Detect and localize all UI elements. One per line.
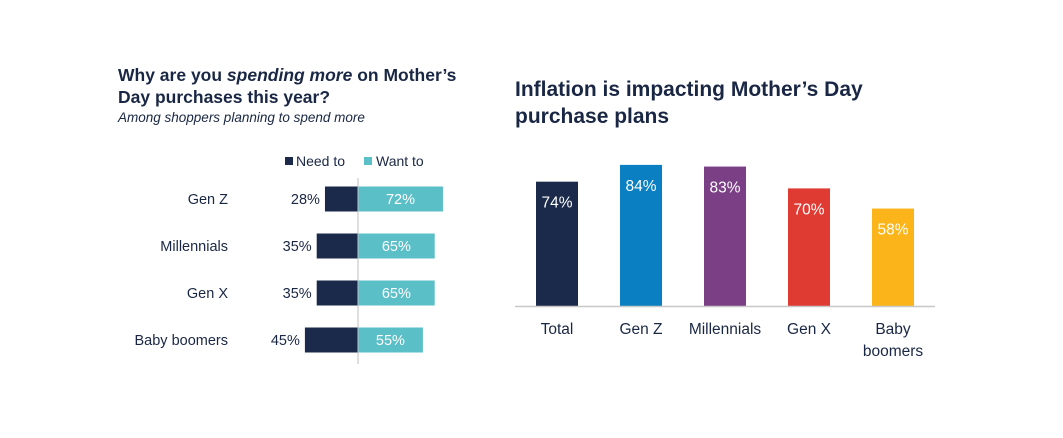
bar-total	[536, 181, 578, 306]
data-label-millennials: 83%	[709, 180, 740, 197]
category-label-baby-boomers: Baby	[875, 321, 911, 338]
bar-gen-x	[788, 188, 830, 306]
bar-want-baby-boomers	[358, 327, 423, 353]
bar-want-millennials	[358, 233, 435, 259]
data-label-want-gen-x: 65%	[382, 286, 411, 302]
bar-need-gen-z	[324, 186, 358, 212]
left-chart-subtitle: Among shoppers planning to spend more	[118, 110, 365, 125]
legend-swatch-need	[285, 157, 293, 165]
category-label-gen-x: Gen X	[187, 286, 228, 302]
right-chart-title: Inflation is impacting Mother’s Day purc…	[515, 78, 863, 128]
category-label-gen-x: Gen X	[787, 321, 832, 338]
left-title-part: on Mother’s Day purchases this year?	[118, 65, 457, 107]
bar-need-baby-boomers	[304, 327, 358, 353]
data-label-total: 74%	[541, 195, 572, 212]
data-label-baby-boomers: 58%	[877, 222, 908, 239]
data-label-gen-z: 84%	[625, 178, 656, 195]
data-label-need-millennials: 35%	[283, 239, 312, 255]
left-title-part: Why are you	[118, 65, 227, 85]
category-label-gen-z: Gen Z	[188, 192, 228, 208]
data-label-need-baby-boomers: 45%	[271, 333, 300, 349]
bar-want-gen-x	[358, 280, 435, 306]
bar-gen-z	[620, 164, 662, 306]
legend-label-need: Need to	[296, 153, 345, 169]
bar-want-gen-z	[358, 186, 443, 212]
data-label-want-baby-boomers: 55%	[376, 333, 405, 349]
category-label-baby-boomers: boomers	[863, 343, 924, 360]
left-title-emphasis: spending more	[226, 65, 353, 85]
category-label-total: Total	[541, 321, 574, 338]
left-chart-title: Why are you spending more on Mother’s Da…	[118, 64, 478, 108]
data-label-need-gen-x: 35%	[283, 286, 312, 302]
category-label-gen-z: Gen Z	[619, 321, 662, 338]
left-chart: Need to Want to Gen Z 28% 72% Millennials 35% 6…	[135, 153, 443, 364]
bar-need-gen-x	[316, 280, 358, 306]
category-label-millennials: Millennials	[689, 321, 762, 338]
bar-millennials	[704, 166, 746, 306]
category-label-baby-boomers: Baby boomers	[135, 333, 229, 349]
category-label-millennials: Millennials	[160, 239, 228, 255]
legend-swatch-want	[364, 157, 372, 165]
legend-label-want: Want to	[376, 153, 424, 169]
data-label-need-gen-z: 28%	[291, 192, 320, 208]
bar-need-millennials	[316, 233, 358, 259]
data-label-gen-x: 70%	[793, 201, 824, 218]
data-label-want-millennials: 65%	[382, 239, 411, 255]
bar-baby-boomers	[872, 208, 914, 306]
data-label-want-gen-z: 72%	[386, 192, 415, 208]
